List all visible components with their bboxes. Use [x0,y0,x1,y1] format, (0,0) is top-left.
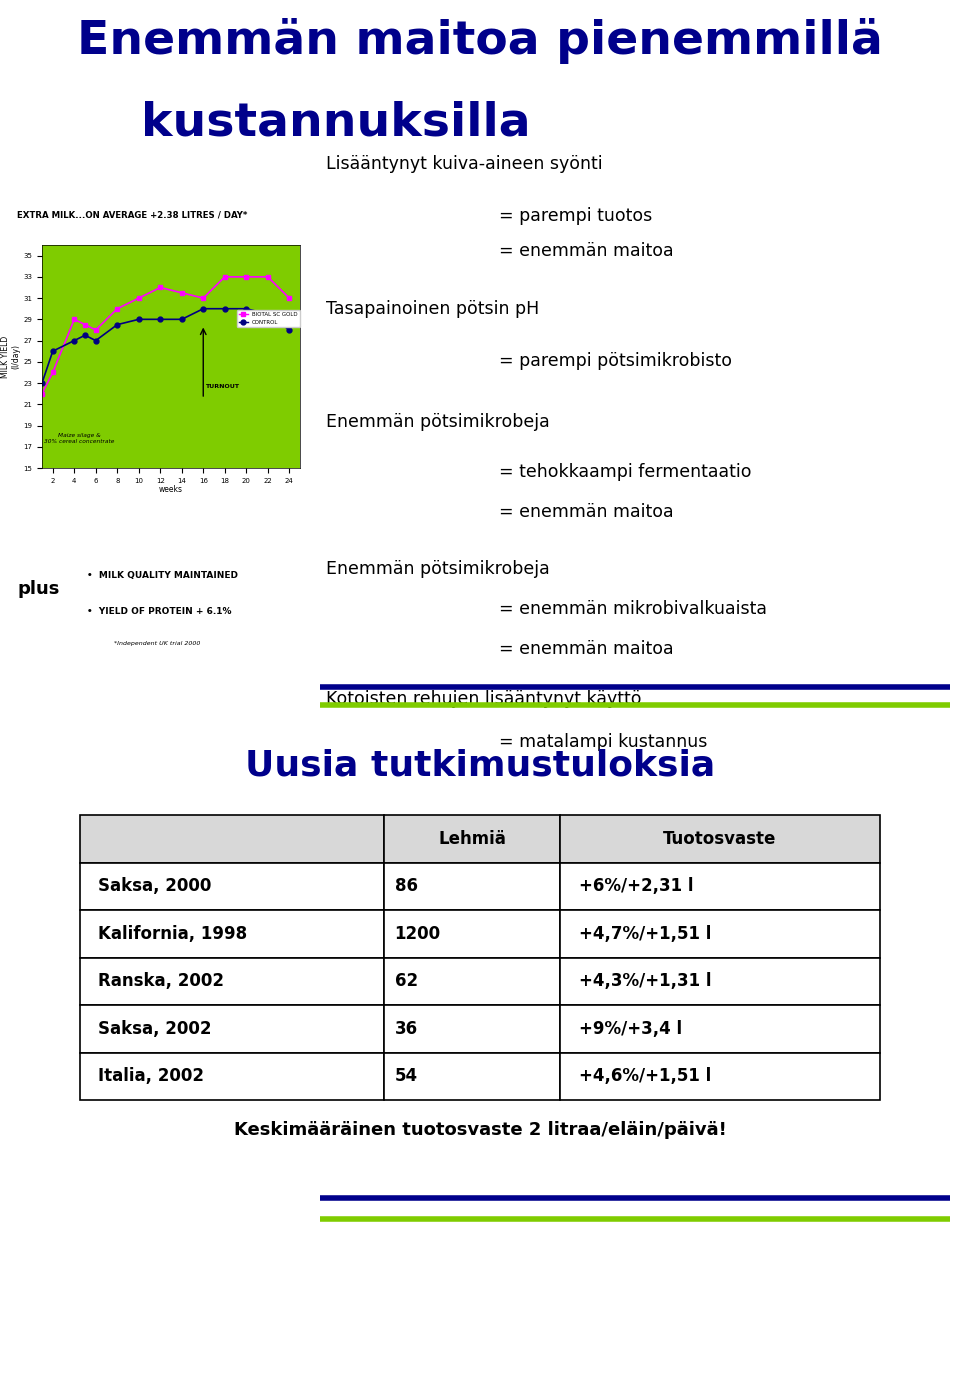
Text: Kotoisten rehujen lisääntynyt käyttö: Kotoisten rehujen lisääntynyt käyttö [326,690,642,708]
Text: Enemmän maitoa pienemmillä: Enemmän maitoa pienemmillä [77,18,883,64]
Text: Maize silage &
30% cereal concentrate: Maize silage & 30% cereal concentrate [44,432,115,443]
Text: = parempi pötsimikrobisto: = parempi pötsimikrobisto [499,352,732,370]
Text: Lisääntynyt kuiva-aineen syönti: Lisääntynyt kuiva-aineen syönti [326,155,603,173]
Text: = enemmän mikrobivalkuaista: = enemmän mikrobivalkuaista [499,599,767,619]
Text: •  MILK QUALITY MAINTAINED: • MILK QUALITY MAINTAINED [87,570,238,580]
Text: kustannuksilla: kustannuksilla [141,101,531,146]
Text: = enemmän maitoa: = enemmän maitoa [499,639,674,657]
Text: EXTRA MILK...ON AVERAGE +2.38 LITRES / DAY*: EXTRA MILK...ON AVERAGE +2.38 LITRES / D… [17,211,248,220]
Legend: BIOTAL SC GOLD, CONTROL: BIOTAL SC GOLD, CONTROL [237,311,300,327]
Text: Enemmän pötsimikrobeja: Enemmän pötsimikrobeja [326,413,550,431]
Text: = parempi tuotos: = parempi tuotos [499,207,653,225]
Text: plus: plus [17,580,60,598]
Text: Enemmän pötsimikrobeja: Enemmän pötsimikrobeja [326,561,550,579]
Text: = enemmän maitoa: = enemmän maitoa [499,242,674,260]
Text: = enemmän maitoa: = enemmän maitoa [499,503,674,521]
Text: TURNOUT: TURNOUT [205,384,239,389]
Text: •  YIELD OF PROTEIN + 6.1%: • YIELD OF PROTEIN + 6.1% [87,606,232,616]
Text: *Independent UK trial 2000: *Independent UK trial 2000 [114,641,201,646]
Text: = matalampi kustannus: = matalampi kustannus [499,733,708,751]
Y-axis label: MILK YIELD
(l/day): MILK YIELD (l/day) [1,336,20,377]
Text: Uusia tutkimustuloksia: Uusia tutkimustuloksia [245,749,715,782]
X-axis label: weeks: weeks [159,485,183,494]
Text: Keskimääräinen tuotosvaste 2 litraa/eläin/päivä!: Keskimääräinen tuotosvaste 2 litraa/eläi… [233,1121,727,1139]
Text: Tasapainoinen pötsin pH: Tasapainoinen pötsin pH [326,300,540,318]
Text: = tehokkaampi fermentaatio: = tehokkaampi fermentaatio [499,463,752,481]
